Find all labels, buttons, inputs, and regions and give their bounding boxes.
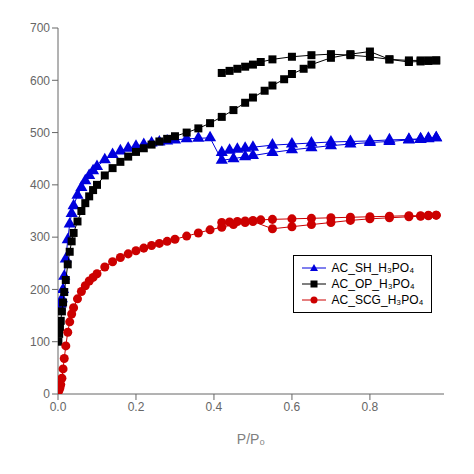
svg-text:300: 300 <box>30 230 50 244</box>
svg-text:0: 0 <box>43 387 50 401</box>
svg-text:500: 500 <box>30 126 50 140</box>
svg-text:0.6: 0.6 <box>284 400 301 414</box>
svg-text:200: 200 <box>30 283 50 297</box>
svg-text:P/P₀: P/P₀ <box>237 431 266 447</box>
html-text:AC_SCG_H₃PO₄: AC_SCG_H₃PO₄ <box>331 293 424 308</box>
svg-text:0.2: 0.2 <box>128 400 145 414</box>
html-text:AC_OP_H₃PO₄: AC_OP_H₃PO₄ <box>331 277 415 292</box>
svg-text:0.8: 0.8 <box>362 400 379 414</box>
svg-text:600: 600 <box>30 74 50 88</box>
svg-text:0.0: 0.0 <box>50 400 67 414</box>
svg-text:100: 100 <box>30 335 50 349</box>
svg-text:400: 400 <box>30 178 50 192</box>
svg-text:0.4: 0.4 <box>206 400 223 414</box>
html-text:AC_SH_H₃PO₄: AC_SH_H₃PO₄ <box>331 261 415 276</box>
svg-text:700: 700 <box>30 21 50 35</box>
